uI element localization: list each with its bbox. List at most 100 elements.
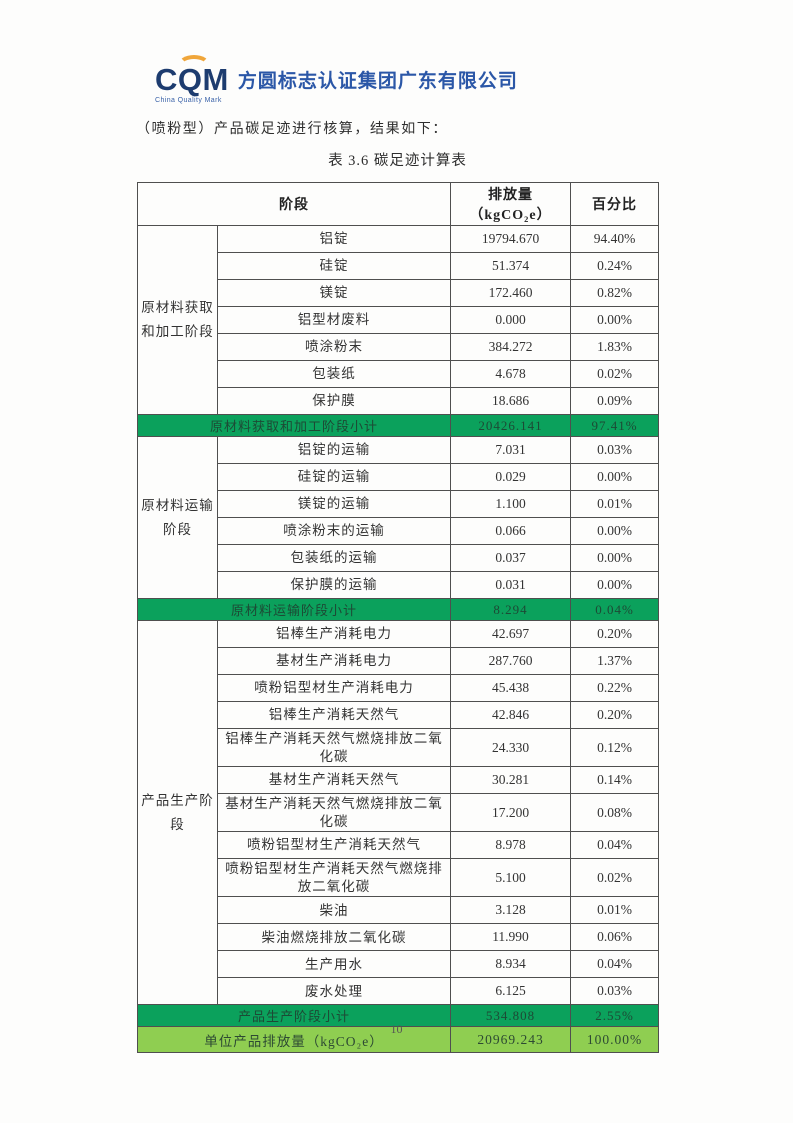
subtotal-label-cell: 原材料获取和加工阶段小计 — [137, 414, 451, 437]
intro-text: （喷粉型）产品碳足迹进行核算，结果如下： — [136, 122, 448, 137]
item-cell: 基材生产消耗天然气燃烧排放二氧化碳 — [217, 793, 451, 833]
table-row: 铝棒生产消耗天然气燃烧排放二氧化碳 24.330 0.12% — [138, 727, 659, 768]
percent-cell: 0.01% — [570, 490, 659, 518]
emission-cell: 6.125 — [450, 977, 571, 1006]
table-row: 保护膜的运输 0.031 0.00% — [138, 571, 659, 599]
percent-cell: 0.00% — [570, 306, 659, 334]
cqm-logo-icon: CQM — [155, 55, 229, 95]
emission-cell: 42.697 — [450, 620, 571, 648]
table-row: 硅锭 51.374 0.24% — [138, 252, 659, 280]
subtotal-label-cell: 原材料运输阶段小计 — [137, 598, 451, 621]
table-row: 保护膜 18.686 0.09% — [138, 387, 659, 415]
footprint-table-body: 原材料获取和加工阶段 铝锭 19794.670 94.40% 硅锭 51.374 0.24%… — [137, 225, 659, 1054]
total-row: 单位产品排放量（kgCO₂e） 20969.243 100.00% — [137, 1026, 659, 1054]
stage-cell: 产品生产阶段 — [137, 619, 218, 1006]
emission-cell: 42.846 — [450, 701, 571, 729]
subtotal-row: 原材料获取和加工阶段小计 20426.141 97.41% — [137, 414, 659, 437]
item-cell: 柴油 — [217, 896, 451, 925]
subtotal-label-cell: 产品生产阶段小计 — [137, 1004, 451, 1028]
item-cell: 柴油燃烧排放二氧化碳 — [217, 923, 451, 952]
item-cell: 喷粉铝型材生产消耗天然气 — [217, 831, 451, 860]
percent-cell: 0.02% — [570, 858, 659, 898]
percent-cell: 0.01% — [570, 896, 659, 925]
emission-cell: 18.686 — [450, 387, 571, 415]
item-cell: 基材生产消耗天然气 — [217, 766, 451, 795]
emission-cell: 11.990 — [450, 923, 571, 952]
table-row: 铝型材废料 0.000 0.00% — [138, 306, 659, 334]
emission-cell: 19794.670 — [450, 225, 571, 253]
logo-subtitle: China Quality Mark — [155, 97, 222, 104]
percent-cell: 0.09% — [570, 387, 659, 415]
item-cell: 保护膜 — [217, 387, 451, 415]
table-row: 包装纸 4.678 0.02% — [138, 360, 659, 388]
percent-cell: 0.00% — [570, 571, 659, 599]
item-cell: 喷涂粉末的运输 — [217, 517, 451, 545]
percent-cell: 0.03% — [570, 977, 659, 1006]
emission-cell: 30.281 — [450, 766, 571, 795]
item-cell: 喷粉铝型材生产消耗电力 — [217, 674, 451, 702]
stage-cell: 原材料获取和加工阶段 — [137, 225, 218, 415]
total-percent-cell: 100.00% — [570, 1026, 659, 1054]
emission-cell: 3.128 — [450, 896, 571, 925]
item-cell: 镁锭的运输 — [217, 490, 451, 518]
emission-cell: 24.330 — [450, 727, 571, 768]
emission-cell: 0.029 — [450, 463, 571, 491]
logo-wordmark-group: CQM China Quality Mark — [155, 55, 229, 104]
table-row: 铝棒生产消耗天然气 42.846 0.20% — [138, 701, 659, 729]
emission-cell: 5.100 — [450, 858, 571, 898]
item-cell: 镁锭 — [217, 279, 451, 307]
emission-cell: 7.031 — [450, 436, 571, 464]
percent-cell: 0.24% — [570, 252, 659, 280]
table-header-row: 阶段 排放量（kgCO₂e） 百分比 — [137, 182, 659, 226]
item-cell: 包装纸的运输 — [217, 544, 451, 572]
table-row: 产品生产阶段 铝棒生产消耗电力 42.697 0.20% — [137, 619, 659, 1006]
table-row: 柴油燃烧排放二氧化碳 11.990 0.06% — [138, 923, 659, 952]
table-row: 喷涂粉末 384.272 1.83% — [138, 333, 659, 361]
cqm-logo: CQM China Quality Mark 方圆标志认证集团广东有限公司 — [155, 55, 518, 104]
table-row: 镁锭的运输 1.100 0.01% — [138, 490, 659, 518]
percent-cell: 0.06% — [570, 923, 659, 952]
percent-cell: 0.20% — [570, 620, 659, 648]
percent-cell: 0.14% — [570, 766, 659, 795]
subtotal-percent-cell: 97.41% — [570, 414, 659, 437]
table-row: 柴油 3.128 0.01% — [138, 896, 659, 925]
percent-cell: 0.00% — [570, 463, 659, 491]
emission-cell: 8.934 — [450, 950, 571, 979]
table-row: 喷粉铝型材生产消耗天然气燃烧排放二氧化碳 5.100 0.02% — [138, 858, 659, 898]
table-row: 喷粉铝型材生产消耗电力 45.438 0.22% — [138, 674, 659, 702]
percent-cell: 0.08% — [570, 793, 659, 833]
emission-cell: 0.066 — [450, 517, 571, 545]
subtotal-emission-cell: 20426.141 — [450, 414, 571, 437]
subtotal-percent-cell: 0.04% — [570, 598, 659, 621]
percent-cell: 0.12% — [570, 727, 659, 768]
percent-cell: 1.37% — [570, 647, 659, 675]
stage-cell: 原材料运输阶段 — [137, 436, 218, 599]
emission-cell: 1.100 — [450, 490, 571, 518]
logo-arc-icon — [178, 55, 210, 75]
column-header-percent: 百分比 — [570, 182, 659, 226]
percent-cell: 0.20% — [570, 701, 659, 729]
percent-cell: 0.04% — [570, 831, 659, 860]
table-row: 原材料运输阶段 铝锭的运输 7.031 0.03% — [137, 436, 659, 599]
total-label-cell: 单位产品排放量（kgCO₂e） — [137, 1026, 451, 1054]
item-cell: 保护膜的运输 — [217, 571, 451, 599]
percent-cell: 0.00% — [570, 544, 659, 572]
item-cell: 铝锭的运输 — [217, 436, 451, 464]
item-cell: 硅锭 — [217, 252, 451, 280]
page-number: 10 — [390, 1022, 403, 1036]
emission-cell: 172.460 — [450, 279, 571, 307]
item-cell: 铝棒生产消耗电力 — [217, 620, 451, 648]
emission-cell: 0.000 — [450, 306, 571, 334]
item-cell: 生产用水 — [217, 950, 451, 979]
total-emission-cell: 20969.243 — [450, 1026, 571, 1054]
column-header-emission: 排放量（kgCO₂e） — [450, 182, 571, 226]
item-cell: 基材生产消耗电力 — [217, 647, 451, 675]
emission-cell: 0.037 — [450, 544, 571, 572]
percent-cell: 0.02% — [570, 360, 659, 388]
item-cell: 喷涂粉末 — [217, 333, 451, 361]
table-row: 原材料获取和加工阶段 铝锭 19794.670 94.40% — [137, 225, 659, 415]
emission-cell: 0.031 — [450, 571, 571, 599]
company-name: 方圆标志认证集团广东有限公司 — [237, 71, 518, 92]
emission-cell: 17.200 — [450, 793, 571, 833]
